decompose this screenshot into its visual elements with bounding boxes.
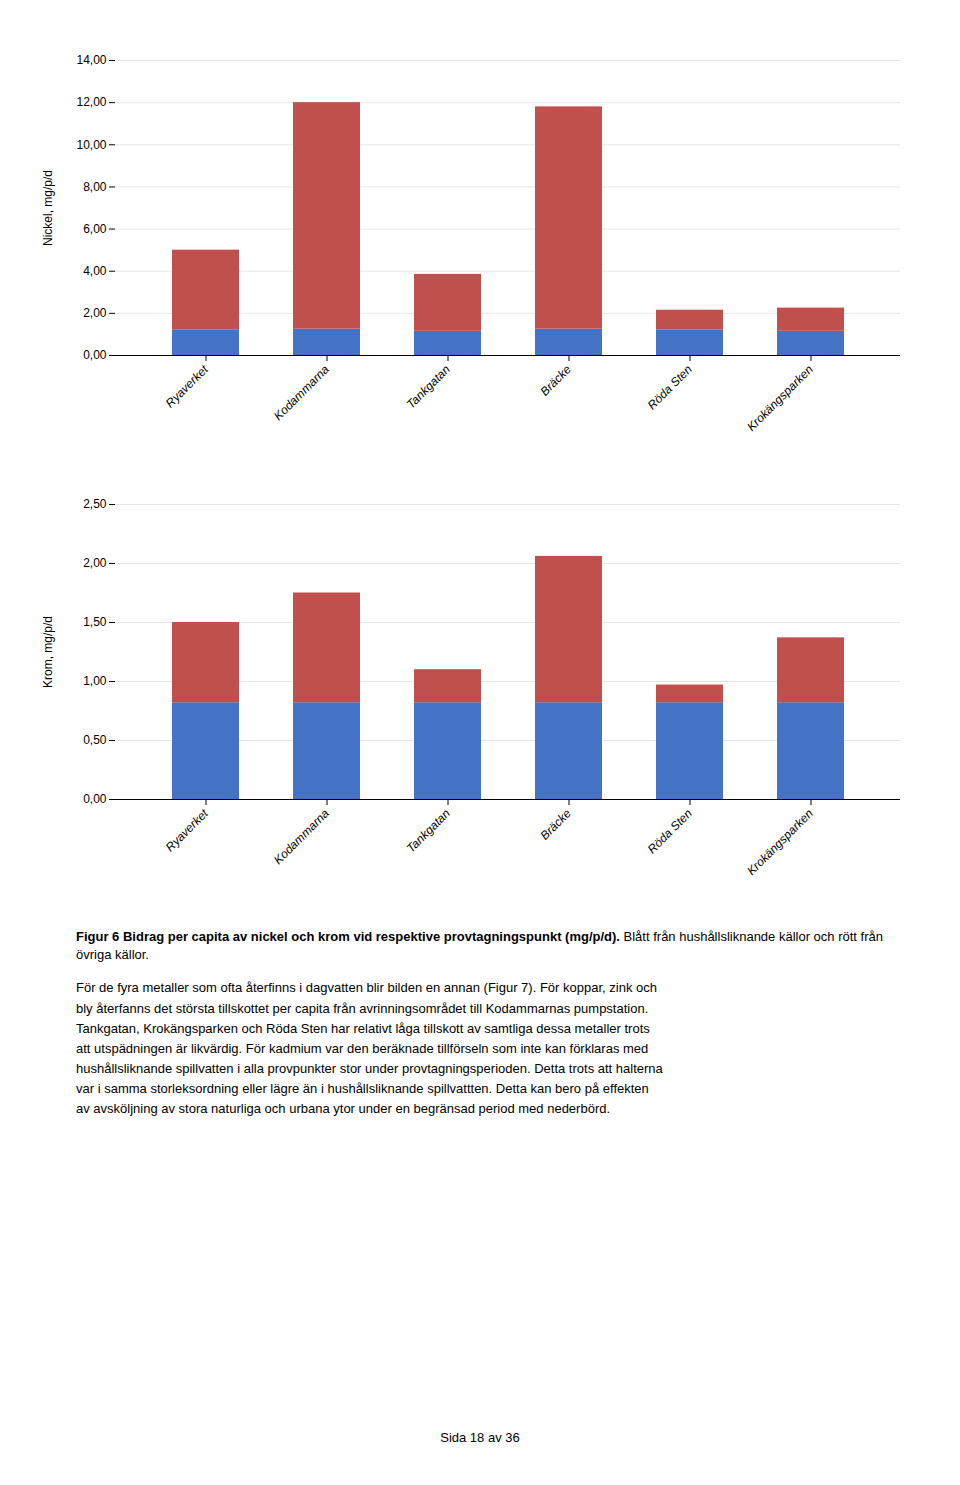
- svg-text:8,00: 8,00: [83, 180, 107, 194]
- svg-text:Bräcke: Bräcke: [538, 362, 575, 399]
- html-text:För de fyra metaller som ofta: För de fyra metaller som ofta återfinns …: [76, 980, 657, 996]
- svg-text:1,00: 1,00: [83, 674, 107, 688]
- svg-text:Ryaverket: Ryaverket: [163, 806, 212, 855]
- html-text:bly återfanns det största till: bly återfanns det största tillskottet pe…: [76, 1000, 649, 1016]
- svg-text:Tankgatan: Tankgatan: [404, 806, 453, 855]
- svg-text:12,00: 12,00: [76, 95, 106, 109]
- svg-text:0,00: 0,00: [83, 348, 107, 362]
- html-text:av avsköljning av stora naturl: av avsköljning av stora naturliga och ur…: [76, 1101, 611, 1117]
- html-text:Figur 6 Bidrag per capita av n: Figur 6 Bidrag per capita av nickel och …: [76, 929, 883, 963]
- svg-text:Krokängsparken: Krokängsparken: [744, 806, 816, 878]
- svg-text:Kodammarna: Kodammarna: [271, 362, 332, 423]
- svg-text:2,50: 2,50: [83, 497, 107, 511]
- svg-text:4,00: 4,00: [83, 264, 107, 278]
- svg-text:Röda Sten: Röda Sten: [645, 362, 695, 412]
- svg-text:6,00: 6,00: [83, 222, 107, 236]
- svg-text:Kodammarna: Kodammarna: [271, 806, 332, 867]
- svg-text:Nickel, mg/p/d: Nickel, mg/p/d: [41, 170, 55, 246]
- svg-text:0,50: 0,50: [83, 733, 107, 747]
- svg-text:1,50: 1,50: [83, 615, 107, 629]
- svg-text:Bräcke: Bräcke: [538, 806, 575, 843]
- svg-text:Tankgatan: Tankgatan: [404, 362, 453, 411]
- svg-text:2,00: 2,00: [83, 306, 107, 320]
- svg-text:14,00: 14,00: [76, 53, 106, 67]
- svg-text:Krokängsparken: Krokängsparken: [744, 362, 816, 434]
- svg-text:0,00: 0,00: [83, 792, 107, 806]
- svg-text:Ryaverket: Ryaverket: [163, 362, 212, 411]
- html-text:var i samma storleksordning el: var i samma storleksordning eller lägre …: [76, 1081, 649, 1097]
- html-text:att utspädningen är likvärdig.: att utspädningen är likvärdig. För kadmi…: [76, 1040, 649, 1056]
- svg-text:Röda Sten: Röda Sten: [645, 806, 695, 856]
- svg-text:10,00: 10,00: [76, 138, 106, 152]
- svg-text:2,00: 2,00: [83, 556, 107, 570]
- html-text:hushållsliknande spillvatten i: hushållsliknande spillvatten i alla prov…: [76, 1060, 663, 1076]
- html-text:Tankgatan, Krokängsparken och: Tankgatan, Krokängsparken och Röda Sten …: [76, 1020, 650, 1036]
- svg-text:Krom, mg/p/d: Krom, mg/p/d: [41, 616, 55, 688]
- html-text:Sida 18 av 36: Sida 18 av 36: [440, 1430, 520, 1445]
